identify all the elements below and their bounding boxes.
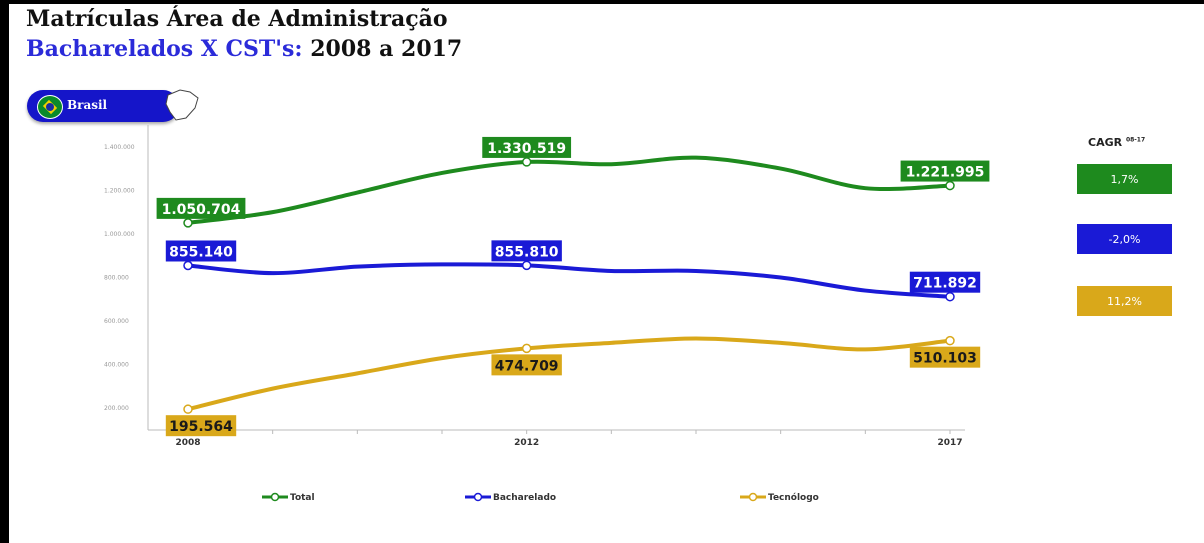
series-line bbox=[186, 336, 952, 412]
y-tick-label: 800.000 bbox=[104, 275, 129, 282]
page-subtitle: Bacharelados X CST's: 2008 a 2017 bbox=[26, 37, 462, 61]
cagr-title: CAGR 08-17 bbox=[1088, 136, 1145, 149]
x-tick-label: 2017 bbox=[937, 438, 962, 448]
data-label-text: 855.140 bbox=[169, 244, 233, 260]
data-label-text: 1.050.704 bbox=[162, 202, 241, 218]
data-label: 1.221.995 bbox=[900, 160, 990, 182]
brazil-map-icon bbox=[165, 89, 199, 121]
data-point-marker bbox=[183, 260, 193, 271]
series-line bbox=[186, 155, 952, 225]
cagr-title-superscript: 08-17 bbox=[1125, 136, 1146, 144]
brazil-flag-icon bbox=[37, 95, 63, 119]
data-label: 510.103 bbox=[909, 346, 981, 368]
data-point-marker bbox=[945, 180, 955, 191]
subtitle-blue-part: Bacharelados X CST's: bbox=[26, 36, 303, 62]
frame-border-top bbox=[0, 0, 1204, 4]
y-tick-label: 1.400.000 bbox=[104, 144, 135, 151]
data-label: 195.564 bbox=[165, 415, 237, 437]
data-label: 855.140 bbox=[165, 240, 237, 262]
legend-entry: Total bbox=[262, 492, 315, 503]
legend-swatch-marker bbox=[270, 492, 280, 502]
data-label-text: 711.892 bbox=[913, 276, 977, 292]
legend-label: Tecnólogo bbox=[768, 492, 819, 503]
legend-entry: Tecnólogo bbox=[740, 492, 819, 503]
data-label-box bbox=[909, 346, 981, 368]
data-label-text: 1.221.995 bbox=[906, 165, 985, 181]
data-point-marker bbox=[945, 335, 955, 346]
data-label-text: 510.103 bbox=[913, 351, 977, 367]
data-point-marker bbox=[521, 343, 532, 354]
data-point-marker bbox=[945, 291, 955, 302]
legend-label: Bacharelado bbox=[493, 493, 556, 503]
data-label: 855.810 bbox=[491, 240, 562, 262]
page-title: Matrículas Área de Administração bbox=[26, 6, 448, 32]
x-tick-label: 2012 bbox=[514, 438, 539, 448]
legend-swatch-marker bbox=[748, 492, 758, 502]
x-tick-label: 2008 bbox=[175, 438, 200, 448]
series-line bbox=[186, 262, 952, 299]
legend-swatch-marker bbox=[473, 492, 483, 502]
data-label-box bbox=[900, 160, 990, 182]
data-label-box bbox=[165, 415, 237, 437]
data-label-box bbox=[491, 240, 562, 262]
y-tick-label: 600.000 bbox=[104, 318, 129, 325]
data-label-text: 195.564 bbox=[169, 419, 233, 435]
data-point-marker bbox=[183, 218, 193, 228]
y-tick-label: 1.200.000 bbox=[104, 187, 135, 194]
data-point-marker bbox=[521, 260, 532, 271]
region-selector-label[interactable]: Brasil bbox=[67, 98, 108, 112]
legend-entry: Bacharelado bbox=[465, 492, 556, 503]
cagr-title-text: CAGR bbox=[1088, 136, 1123, 149]
data-label-box bbox=[482, 136, 572, 158]
data-label: 474.709 bbox=[491, 354, 562, 376]
data-point-marker bbox=[183, 404, 193, 414]
data-label-text: 855.810 bbox=[495, 244, 559, 260]
frame-border-left bbox=[0, 0, 9, 543]
data-label-box bbox=[909, 271, 981, 293]
cagr-bacharelado-badge: -2,0% bbox=[1077, 224, 1172, 254]
data-label: 1.330.519 bbox=[482, 136, 572, 158]
legend-label: Total bbox=[290, 493, 315, 503]
data-point-marker bbox=[521, 157, 532, 167]
y-tick-label: 400.000 bbox=[104, 362, 129, 369]
cagr-total-badge: 1,7% bbox=[1077, 164, 1172, 194]
data-label: 1.050.704 bbox=[156, 197, 246, 219]
subtitle-years: 2008 a 2017 bbox=[302, 36, 463, 62]
y-tick-label: 200.000 bbox=[104, 405, 129, 412]
data-label-text: 1.330.519 bbox=[487, 141, 566, 157]
data-label-box bbox=[491, 354, 562, 376]
data-label-box bbox=[156, 197, 246, 219]
data-label-box bbox=[165, 240, 237, 262]
y-tick-label: 1.000.000 bbox=[104, 231, 135, 238]
cagr-tecnologo-badge: 11,2% bbox=[1077, 286, 1172, 316]
data-label-text: 474.709 bbox=[495, 358, 559, 374]
data-label: 711.892 bbox=[909, 271, 981, 293]
